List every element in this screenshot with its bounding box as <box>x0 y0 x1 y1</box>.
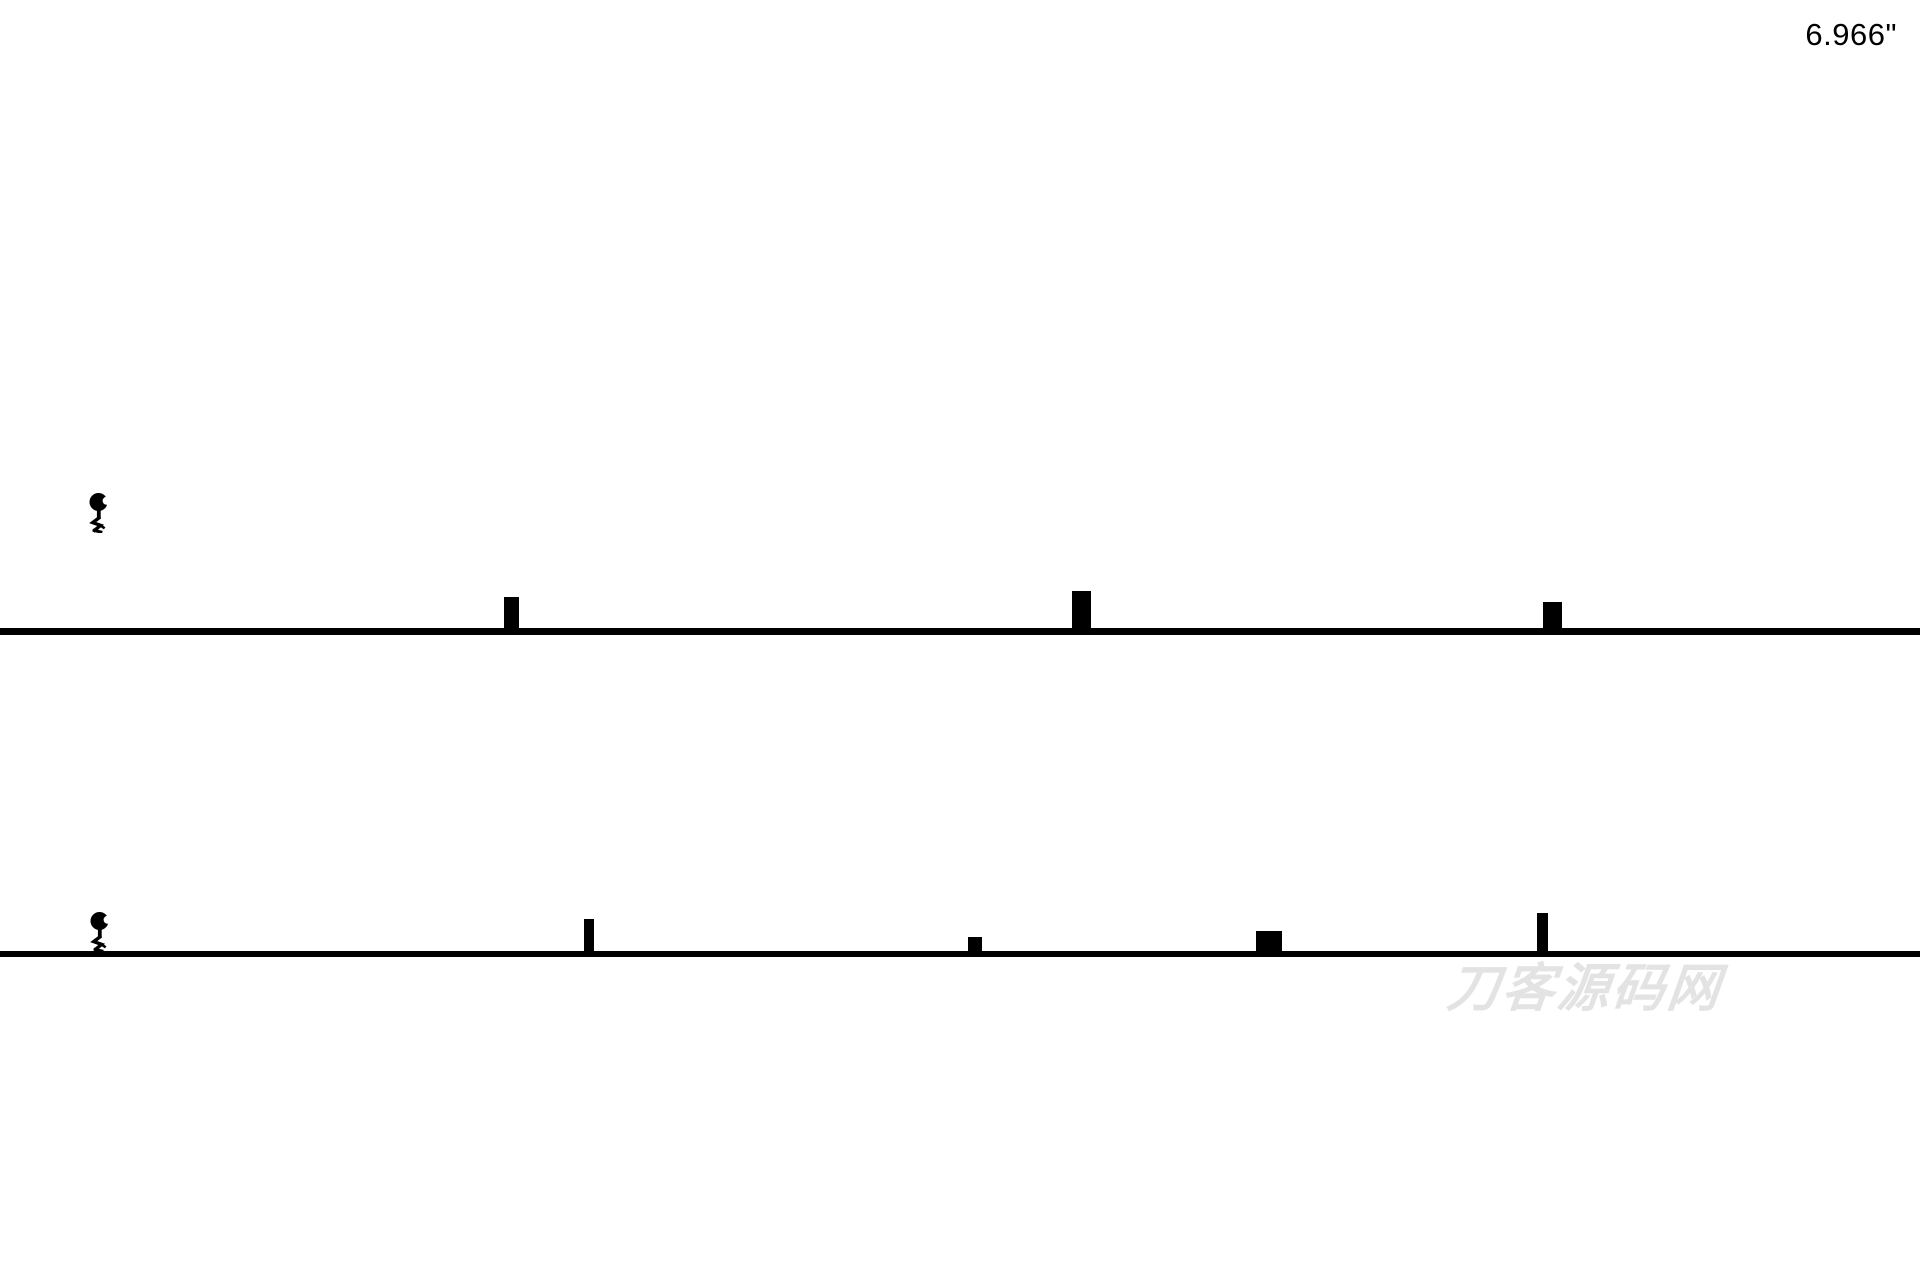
lane-1-player <box>88 493 111 534</box>
player-running-sprite <box>90 912 112 953</box>
lane-1-obstacle-3 <box>1543 602 1562 630</box>
lane-1-obstacle-1 <box>504 597 519 630</box>
lane-2-obstacle-3 <box>1256 931 1282 953</box>
lane-2-obstacle-2 <box>968 937 982 953</box>
lane-1-obstacle-2 <box>1072 591 1091 630</box>
lane-2-player <box>89 912 112 953</box>
lane-2-obstacle-1 <box>584 919 594 953</box>
player-jumping-sprite <box>89 493 111 534</box>
timer-display: 6.966" <box>1805 17 1897 52</box>
watermark-text: 刀客源码网 <box>1444 960 1726 1018</box>
lane-1-ground-line <box>0 628 1920 635</box>
